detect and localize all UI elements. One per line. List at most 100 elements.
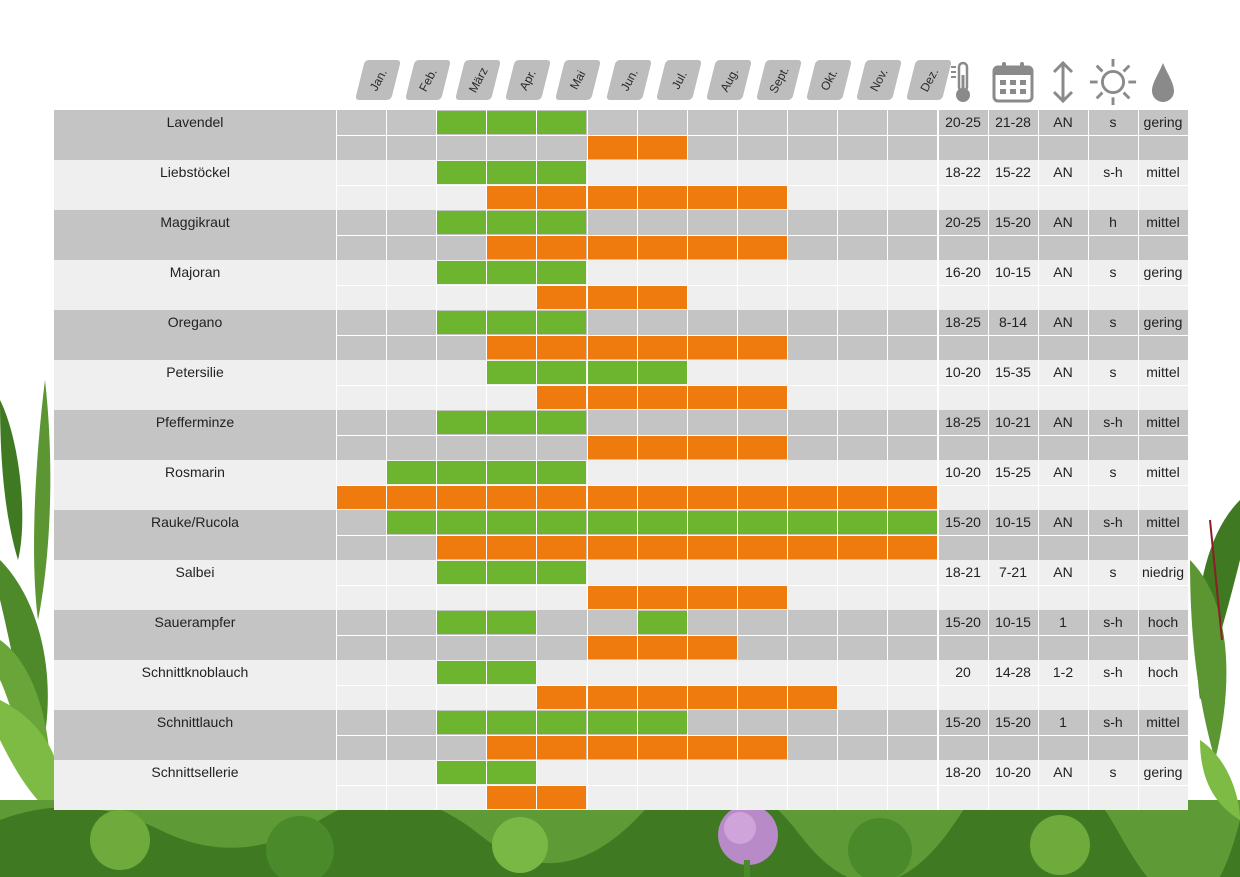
harvest-month-cell <box>336 186 386 209</box>
light-value: s <box>1109 564 1117 580</box>
sowing-month-cell <box>887 111 937 134</box>
column-divider <box>586 110 588 810</box>
sowing-month-cell <box>486 361 537 384</box>
sowing-month-cell <box>536 211 587 234</box>
harvest-month-cell <box>837 536 888 559</box>
sowing-month-cell <box>786 261 837 284</box>
herb-name: Majoran <box>169 264 221 280</box>
month-label: Nov. <box>867 66 891 94</box>
row-divider <box>336 485 1188 486</box>
sowing-month-cell <box>686 761 737 784</box>
sowing-month-cell <box>786 311 837 334</box>
temperature-value: 18-25 <box>945 414 981 430</box>
harvest-month-cell <box>636 586 687 609</box>
sowing-month-cell <box>636 561 687 584</box>
sowing-month-cell <box>386 461 437 484</box>
sowing-month-cell <box>586 511 637 534</box>
harvest-month-cell <box>386 586 436 609</box>
row-divider <box>336 185 1188 186</box>
sowing-month-cell <box>536 611 586 634</box>
sowing-month-cell <box>386 661 436 684</box>
harvest-month-cell <box>837 786 887 809</box>
sowing-month-cell <box>336 311 386 334</box>
harvest-month-cell <box>837 636 887 659</box>
herb-name: Petersilie <box>166 364 224 380</box>
sowing-month-cell <box>586 461 637 484</box>
herb-name: Oregano <box>167 314 223 330</box>
harvest-month-cell <box>837 686 887 709</box>
harvest-month-cell <box>586 136 637 159</box>
sowing-month-cell <box>837 311 887 334</box>
harvest-month-cell <box>486 436 536 459</box>
sowing-month-cell <box>486 161 537 184</box>
sowing-month-cell <box>786 611 837 634</box>
herb-name: Salbei <box>175 564 215 580</box>
harvest-month-cell <box>536 786 587 809</box>
harvest-month-cell <box>436 136 486 159</box>
row-divider <box>336 135 1188 136</box>
harvest-month-cell <box>436 736 486 759</box>
harvest-month-cell <box>686 436 737 459</box>
water-value: mittel <box>1146 164 1180 180</box>
temperature-value: 18-22 <box>945 164 981 180</box>
sowing-month-cell <box>386 761 436 784</box>
sowing-month-cell <box>736 561 787 584</box>
row-divider <box>336 235 1188 236</box>
sowing-month-cell <box>887 711 937 734</box>
sowing-month-cell <box>636 711 687 734</box>
harvest-month-cell <box>736 736 787 759</box>
harvest-month-cell <box>336 436 386 459</box>
sowing-month-cell <box>736 161 787 184</box>
harvest-month-cell <box>486 786 537 809</box>
sowing-month-cell <box>386 161 436 184</box>
herb-name: Lavendel <box>166 114 224 130</box>
sowing-month-cell <box>336 661 386 684</box>
days-value: 7-21 <box>998 564 1028 580</box>
harvest-month-cell <box>636 286 687 309</box>
sowing-month-cell <box>586 611 637 634</box>
sowing-month-cell <box>837 711 887 734</box>
row-divider <box>336 685 1188 686</box>
column-divider <box>386 110 388 810</box>
sowing-month-cell <box>586 661 637 684</box>
row-divider <box>336 435 1188 436</box>
water-value: gering <box>1143 764 1183 780</box>
harvest-month-cell <box>536 486 587 509</box>
row-divider <box>336 635 1188 636</box>
harvest-month-cell <box>636 186 687 209</box>
sowing-month-cell <box>336 761 386 784</box>
light-value: s <box>1109 464 1117 480</box>
harvest-month-cell <box>636 636 687 659</box>
temperature-value: 18-20 <box>945 764 981 780</box>
harvest-month-cell <box>486 286 536 309</box>
sowing-month-cell <box>336 111 386 134</box>
light-value: s-h <box>1103 414 1123 430</box>
sowing-month-cell <box>436 311 487 334</box>
harvest-month-cell <box>386 686 436 709</box>
spacing-value: AN <box>1053 214 1073 230</box>
harvest-month-cell <box>736 386 787 409</box>
sowing-month-cell <box>486 461 537 484</box>
sowing-month-cell <box>386 711 436 734</box>
sowing-month-cell <box>786 661 837 684</box>
harvest-month-cell <box>636 536 687 559</box>
sowing-month-cell <box>636 411 687 434</box>
sowing-month-cell <box>336 261 386 284</box>
harvest-month-cell <box>786 286 837 309</box>
herb-name: Schnittlauch <box>156 714 234 730</box>
harvest-month-cell <box>436 486 487 509</box>
sowing-month-cell <box>586 361 637 384</box>
harvest-month-cell <box>436 686 486 709</box>
harvest-month-cell <box>786 786 837 809</box>
column-divider <box>837 110 838 810</box>
sowing-month-cell <box>486 211 537 234</box>
sowing-month-cell <box>536 311 587 334</box>
sowing-month-cell <box>837 661 887 684</box>
harvest-month-cell <box>536 736 587 759</box>
sowing-month-cell <box>336 361 386 384</box>
sowing-month-cell <box>887 261 937 284</box>
harvest-month-cell <box>887 736 937 759</box>
sowing-month-cell <box>786 111 837 134</box>
temperature-value: 18-25 <box>945 314 981 330</box>
temperature-value: 10-20 <box>945 464 981 480</box>
